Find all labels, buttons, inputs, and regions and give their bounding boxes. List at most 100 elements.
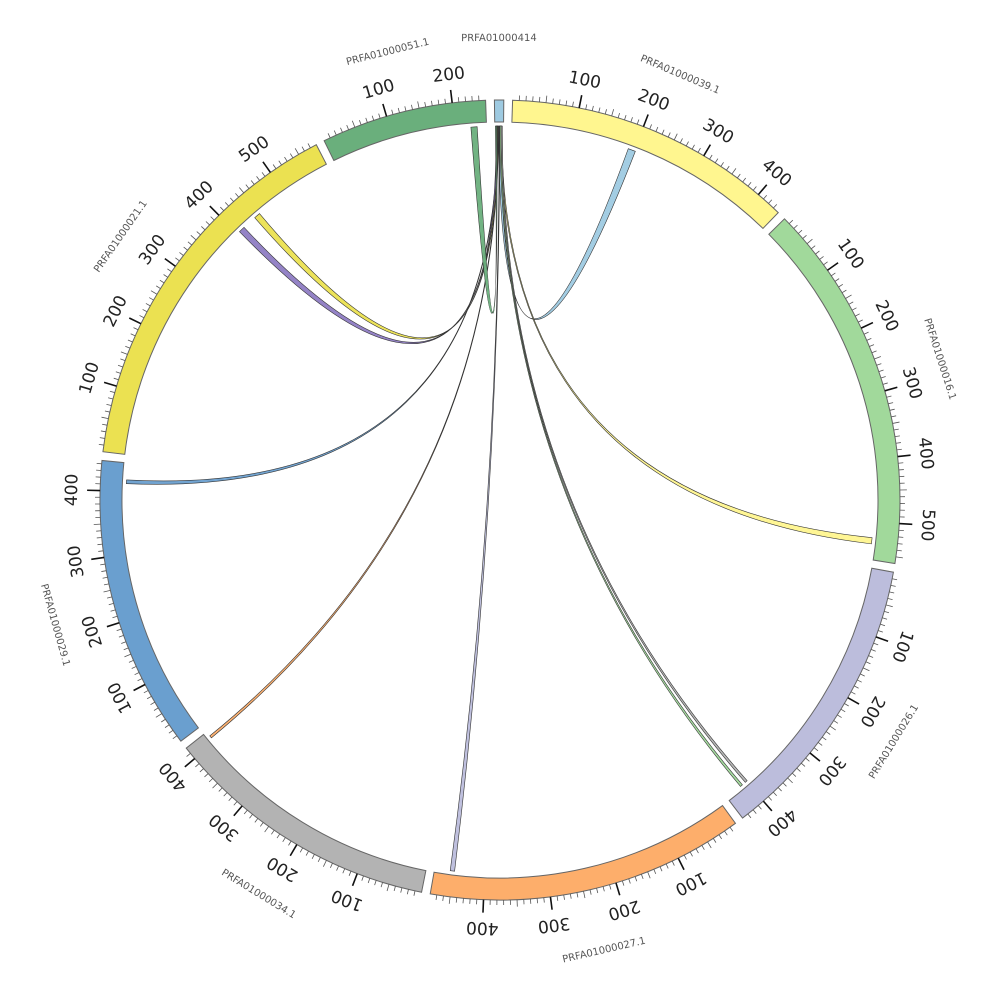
tick-label-6-1: 200 [78, 613, 107, 650]
tick-mark-7-380 [205, 221, 210, 226]
tick-mark-7-80 [108, 397, 114, 400]
tick-mark-4-290 [556, 895, 559, 901]
tick-mark-4-260 [576, 892, 579, 898]
tick-mark-5-220 [282, 837, 286, 842]
tick-mark-1-80 [565, 100, 568, 106]
tick-mark-3-320 [800, 762, 806, 767]
tick-mark-2-380 [895, 442, 901, 444]
tick-mark-4-40 [712, 838, 717, 843]
tick-mark-6-170 [121, 641, 127, 644]
tick-mark-8-90 [378, 113, 381, 119]
tick-mark-1-130 [598, 107, 601, 113]
tick-label-2-1: 200 [870, 297, 902, 335]
tick-mark-7-260 [156, 285, 161, 289]
tick-mark-5-280 [249, 814, 253, 819]
tick-mark-2-540 [896, 549, 902, 552]
tick-mark-2-200 [860, 321, 874, 329]
tick-mark-6-140 [128, 659, 134, 663]
tick-mark-7-210 [139, 315, 145, 319]
tick-mark-6-110 [137, 678, 143, 682]
tick-mark-4-90 [683, 854, 687, 860]
tick-label-3-3: 400 [763, 804, 801, 840]
tick-mark-5-300 [233, 805, 243, 817]
tick-mark-5-320 [228, 796, 233, 801]
tick-mark-5-50 [386, 884, 390, 892]
tick-mark-8-180 [437, 99, 440, 105]
tick-mark-2-50 [806, 238, 813, 244]
tick-mark-6-80 [146, 695, 152, 700]
tick-mark-8-200 [449, 89, 453, 103]
tick-mark-6-190 [116, 628, 122, 632]
tick-mark-5-210 [288, 840, 292, 846]
tick-mark-3-20 [890, 584, 896, 587]
tick-mark-4-200 [615, 882, 621, 896]
segment-label-2: PRFA01000016.1 [921, 317, 957, 401]
tick-mark-7-220 [142, 309, 148, 313]
tick-mark-5-120 [342, 868, 346, 874]
tick-mark-6-290 [100, 563, 106, 566]
tick-mark-5-190 [299, 847, 303, 853]
tick-mark-7-250 [150, 290, 158, 295]
tick-label-1-3: 400 [758, 155, 796, 191]
tick-mark-3-250 [829, 725, 836, 731]
tick-mark-6-220 [110, 609, 116, 612]
segment-label-0: PRFA01000414 [461, 33, 537, 44]
tick-mark-7-10 [98, 443, 104, 446]
tick-mark-4-270 [569, 893, 572, 899]
tick-mark-7-350 [190, 235, 197, 241]
tick-mark-3-240 [833, 720, 839, 724]
segment-8 [323, 99, 487, 162]
tick-mark-7-270 [159, 279, 165, 284]
tick-mark-1-360 [736, 173, 741, 179]
tick-mark-4-310 [543, 897, 545, 903]
tick-mark-7-360 [196, 231, 201, 236]
tick-mark-5-110 [348, 871, 352, 876]
segment-3 [728, 567, 895, 819]
tick-mark-1-350 [731, 168, 737, 175]
tick-mark-2-250 [874, 356, 882, 360]
tick-mark-2-390 [896, 448, 902, 451]
tick-mark-3-270 [821, 736, 827, 741]
tick-mark-4-110 [671, 860, 675, 866]
tick-mark-2-60 [811, 245, 816, 250]
tick-mark-5-350 [212, 782, 218, 789]
tick-label-3-0: 100 [887, 628, 917, 665]
tick-mark-1-280 [691, 144, 695, 150]
tick-mark-7-30 [100, 430, 106, 433]
tick-mark-6-310 [98, 550, 104, 552]
tick-mark-4-470 [435, 894, 438, 900]
tick-mark-2-120 [834, 278, 840, 282]
tick-label-8-0: 100 [360, 75, 397, 103]
tick-mark-3-110 [873, 642, 879, 646]
tick-mark-7-100 [103, 381, 117, 387]
tick-mark-5-30 [400, 887, 403, 893]
tick-mark-1-210 [649, 124, 652, 130]
tick-mark-2-90 [823, 261, 828, 266]
tick-mark-6-270 [102, 576, 108, 579]
tick-mark-2-360 [893, 428, 899, 431]
tick-mark-7-180 [130, 333, 136, 337]
tick-mark-5-390 [195, 763, 200, 768]
tick-mark-4-190 [621, 880, 625, 886]
tick-mark-7-390 [210, 216, 215, 221]
tick-mark-3-100 [875, 636, 889, 643]
tick-mark-5-340 [218, 787, 223, 792]
segment-1 [511, 99, 779, 230]
tick-mark-2-550 [895, 556, 903, 559]
tick-mark-7-530 [284, 156, 288, 162]
segment-label-6: PRFA01000029.1 [38, 583, 72, 668]
tick-mark-5-330 [223, 792, 228, 797]
tick-mark-1-330 [720, 162, 724, 167]
tick-label-6-0: 100 [104, 678, 137, 716]
tick-mark-2-20 [793, 224, 798, 229]
tick-mark-7-410 [220, 206, 225, 211]
tick-mark-6-280 [101, 570, 107, 572]
tick-mark-1-140 [604, 109, 607, 115]
tick-mark-6-70 [150, 701, 156, 706]
tick-mark-7-20 [99, 437, 105, 439]
tick-mark-3-340 [791, 772, 797, 777]
segment-2 [768, 218, 901, 565]
tick-mark-7-420 [224, 202, 229, 207]
link-5 [209, 125, 499, 739]
tick-mark-6-30 [164, 724, 170, 728]
